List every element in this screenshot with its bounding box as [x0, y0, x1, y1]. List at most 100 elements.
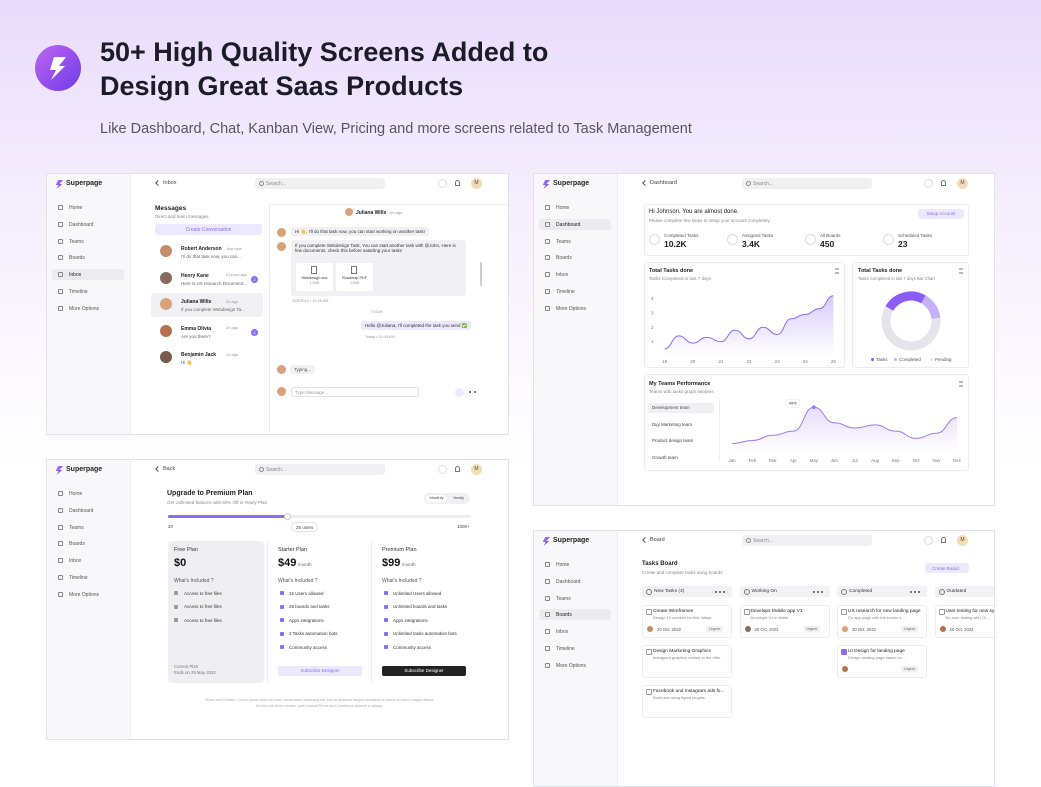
team-item[interactable]: Product design team — [652, 438, 694, 443]
create-label: Create Conversation — [185, 227, 232, 233]
breadcrumb[interactable]: Board — [650, 537, 665, 543]
nav-item[interactable]: Home — [556, 205, 570, 211]
task-card[interactable] — [642, 645, 732, 678]
nav-item[interactable]: Home — [69, 491, 83, 497]
bell-icon[interactable] — [455, 180, 460, 186]
nav-item[interactable]: More Options — [69, 305, 100, 312]
x-tick-label: Jun — [831, 458, 839, 463]
user-avatar[interactable]: M — [471, 178, 482, 189]
task-card[interactable] — [837, 645, 927, 678]
brand-logo — [55, 180, 63, 189]
user-avatar[interactable]: M — [471, 464, 482, 475]
bell-icon[interactable] — [941, 180, 946, 186]
page-title: Tasks Board — [642, 561, 678, 567]
nav-item[interactable]: Boards — [556, 612, 572, 619]
screen: Superpage Home Dashboard Teams Boards Inbox Ti… — [533, 173, 995, 506]
check-icon — [384, 591, 388, 595]
task-card[interactable] — [642, 685, 732, 718]
message-input[interactable] — [291, 387, 419, 397]
task-checkbox — [841, 609, 847, 615]
nav-item[interactable]: Home — [556, 562, 570, 568]
nav-item[interactable]: Boards — [69, 541, 85, 548]
plus-button[interactable] — [924, 179, 933, 188]
search-box[interactable] — [255, 178, 385, 189]
nav-item[interactable]: More Options — [556, 305, 587, 312]
user-avatar[interactable]: M — [957, 178, 968, 189]
plus-button[interactable] — [438, 179, 447, 188]
search-icon — [259, 467, 264, 472]
breadcrumb[interactable]: Back — [163, 466, 176, 472]
contact-name: Henry Kane — [181, 272, 209, 279]
task-desc: Do app page with full screen s ... — [848, 615, 907, 620]
search-box[interactable] — [742, 178, 872, 189]
plus-button[interactable] — [438, 465, 447, 474]
nav-item[interactable]: Boards — [556, 255, 572, 262]
plan-name: Premium Plan — [382, 547, 417, 553]
toggle-option[interactable]: Yearly — [453, 495, 464, 500]
nav-item[interactable]: Teams — [556, 595, 571, 602]
nav-item[interactable]: Timeline — [69, 575, 88, 581]
nav-item[interactable]: More Options — [556, 662, 587, 669]
subscribe-button[interactable]: Subscribe Designer — [382, 666, 466, 676]
column-actions[interactable] — [715, 591, 725, 594]
unread-badge: 2 — [251, 328, 258, 336]
nav-item[interactable]: Teams — [69, 524, 84, 531]
nav-item[interactable]: Inbox — [69, 558, 82, 565]
team-item[interactable]: Growth team — [652, 454, 678, 460]
breadcrumb[interactable]: Inbox — [163, 180, 177, 186]
team-item[interactable]: Digi Marketing team — [652, 421, 693, 427]
nav-item[interactable]: Home — [69, 205, 83, 211]
icon — [58, 575, 63, 580]
icon — [545, 205, 550, 210]
plus-button[interactable] — [924, 536, 933, 545]
nav-item[interactable]: Dashboard — [69, 221, 94, 228]
user-avatar[interactable]: M — [957, 535, 968, 546]
nav-item[interactable]: Dashboard — [556, 578, 581, 585]
plan-ends: Ends on 29 May 2022 — [174, 670, 216, 675]
plan-price: $49 — [278, 557, 297, 569]
settings-button[interactable] — [455, 388, 464, 397]
search-box[interactable] — [255, 464, 385, 475]
subscribe-button[interactable]: Subscribe Designer — [278, 666, 362, 676]
nav-item[interactable]: More Options — [69, 591, 100, 598]
setup-button[interactable]: Setup Account — [918, 209, 964, 219]
nav-item[interactable]: Timeline — [556, 646, 575, 652]
nav-item[interactable]: Dashboard — [556, 221, 581, 228]
legend-label: Completed — [899, 357, 921, 362]
stat-label: Scheduled Tasks — [898, 233, 932, 238]
create-button[interactable] — [155, 224, 262, 235]
column-actions[interactable] — [812, 591, 823, 594]
nav-item[interactable]: Teams — [69, 238, 84, 245]
bell-icon[interactable] — [455, 466, 460, 472]
toggle-option[interactable]: Monthly — [429, 495, 444, 500]
task-card[interactable] — [837, 605, 927, 638]
icon — [545, 612, 550, 618]
nav-item[interactable]: Inbox — [556, 629, 569, 636]
nav-item[interactable]: Inbox — [69, 272, 82, 279]
screen: Superpage Home Dashboard Teams Boards Inbox Ti… — [46, 459, 509, 740]
nav-item[interactable]: Boards — [69, 255, 85, 262]
check-icon — [280, 591, 284, 595]
file-card[interactable] — [336, 263, 373, 291]
nav-item[interactable]: Dashboard — [69, 507, 94, 514]
column-actions[interactable] — [910, 591, 920, 594]
nav-item[interactable]: Inbox — [556, 272, 569, 279]
task-card[interactable] — [739, 605, 830, 638]
bell-icon[interactable] — [941, 537, 946, 543]
slider-track[interactable] — [168, 515, 471, 518]
breadcrumb[interactable]: Dashboard — [650, 180, 677, 186]
more-button[interactable] — [469, 391, 476, 395]
x-tick-label: Feb — [749, 458, 757, 463]
slider-thumb[interactable] — [284, 513, 291, 520]
team-item[interactable]: Development team — [652, 405, 690, 410]
create-button[interactable] — [925, 563, 969, 573]
x-tick-label: Nov — [933, 458, 942, 463]
nav-item[interactable]: Timeline — [556, 289, 575, 295]
file-card[interactable] — [296, 263, 333, 291]
y-tick-label: 2 — [651, 325, 654, 330]
nav-item[interactable]: Timeline — [69, 289, 88, 295]
nav-item[interactable]: Teams — [556, 238, 571, 245]
contact-time: 2d ago — [226, 351, 239, 357]
search-box[interactable] — [742, 535, 872, 546]
task-card[interactable] — [642, 605, 732, 638]
